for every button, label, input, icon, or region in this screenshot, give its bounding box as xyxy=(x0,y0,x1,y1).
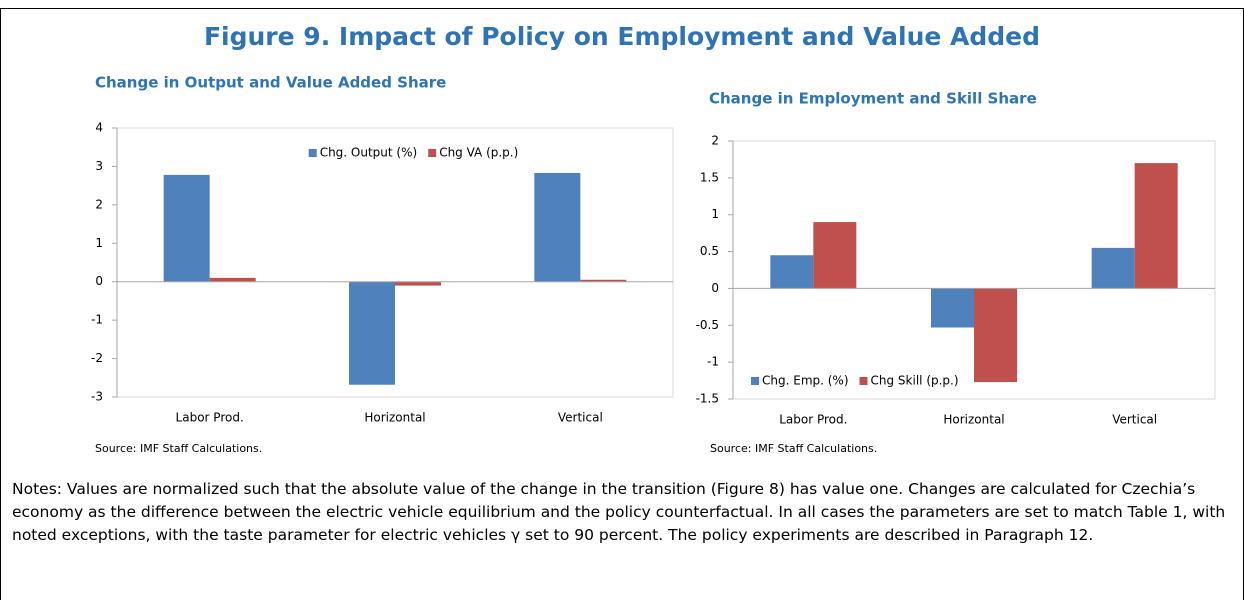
y-tick-label: 3 xyxy=(95,159,103,173)
bar xyxy=(209,277,256,282)
bar xyxy=(395,281,441,286)
y-tick-label: 0.5 xyxy=(700,244,719,258)
legend-label: Chg Skill (p.p.) xyxy=(871,374,959,388)
bar xyxy=(770,255,814,289)
x-tick-label: Labor Prod. xyxy=(176,411,244,425)
x-tick-label: Horizontal xyxy=(943,413,1004,427)
y-tick-label: 1 xyxy=(711,207,719,221)
bar xyxy=(349,281,395,385)
bar xyxy=(1091,247,1135,289)
source: Source: IMF Staff Calculations. xyxy=(710,442,877,455)
x-tick-label: Vertical xyxy=(1112,413,1157,427)
legend-swatch xyxy=(308,149,317,157)
y-tick-label: 2 xyxy=(711,134,719,148)
x-tick-label: Vertical xyxy=(558,411,603,425)
legend-label: Chg. Emp. (%) xyxy=(762,374,849,388)
y-tick-label: -1.5 xyxy=(696,392,719,406)
figure-title: Figure 9. Impact of Policy on Employment… xyxy=(204,22,1040,51)
source: Source: IMF Staff Calculations. xyxy=(95,442,262,455)
y-tick-label: 0 xyxy=(711,281,719,295)
y-tick-label: -3 xyxy=(91,390,103,404)
bar xyxy=(974,288,1017,383)
x-tick-label: Labor Prod. xyxy=(779,413,847,427)
legend-swatch xyxy=(859,377,868,385)
x-tick-label: Horizontal xyxy=(364,411,425,425)
legend-swatch xyxy=(751,377,759,385)
bar xyxy=(163,174,210,282)
bar xyxy=(813,222,857,289)
notes: Notes: Values are normalized such that t… xyxy=(12,480,1226,544)
legend-label: Chg VA (p.p.) xyxy=(439,146,518,160)
bar xyxy=(580,279,627,282)
bar xyxy=(1134,163,1178,289)
y-tick-label: 1.5 xyxy=(700,170,719,184)
bar xyxy=(931,288,974,328)
y-tick-label: 1 xyxy=(95,236,103,250)
y-tick-label: -1 xyxy=(707,355,719,369)
y-tick-label: -1 xyxy=(91,313,103,327)
legend-label: Chg. Output (%) xyxy=(320,146,418,160)
legend-swatch xyxy=(428,149,437,157)
y-tick-label: 4 xyxy=(95,121,103,135)
bar xyxy=(534,172,581,282)
chart-title: Change in Output and Value Added Share xyxy=(95,74,446,92)
y-tick-label: -0.5 xyxy=(696,318,719,332)
chart-title: Change in Employment and Skill Share xyxy=(709,90,1037,108)
y-tick-label: 2 xyxy=(95,197,103,211)
y-tick-label: 0 xyxy=(95,274,103,288)
y-tick-label: -2 xyxy=(91,351,103,365)
